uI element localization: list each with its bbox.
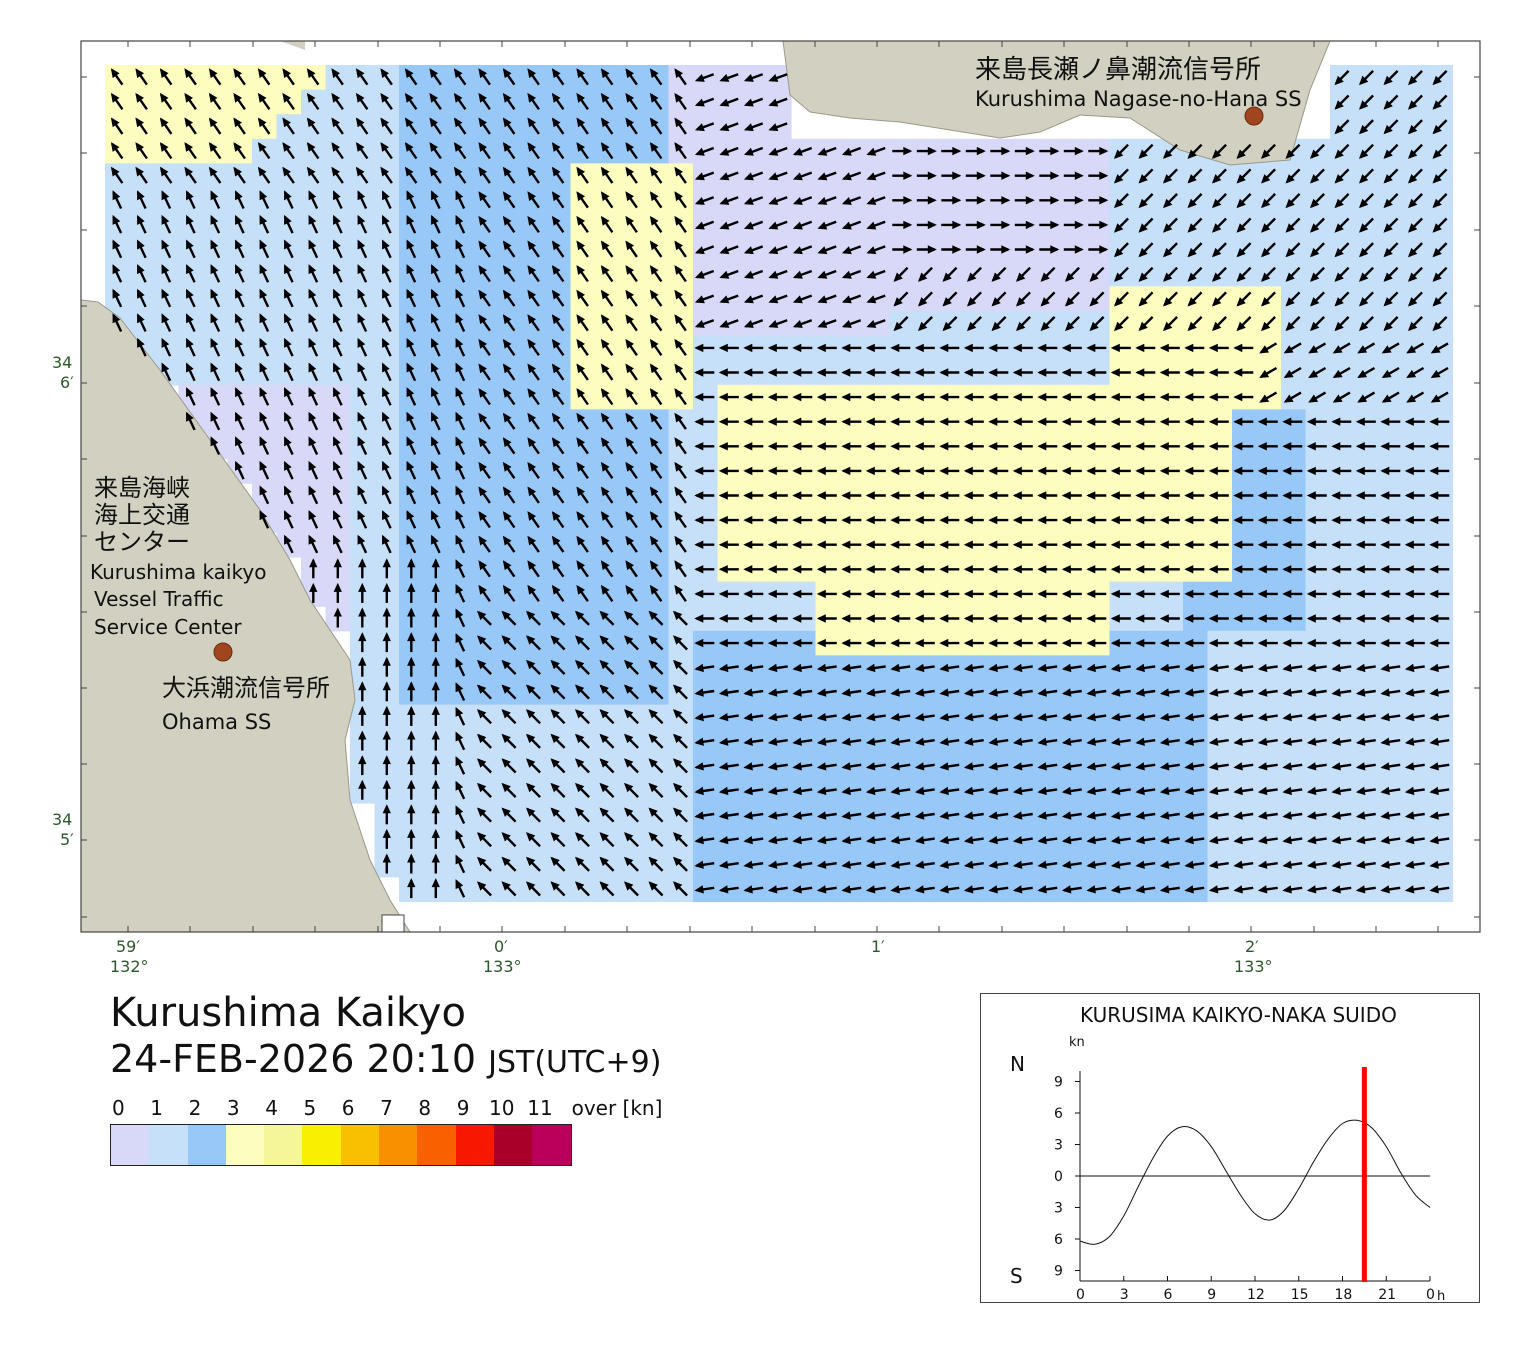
legend-tick-label: 4 bbox=[265, 1096, 278, 1120]
place-title: Kurushima Kaikyo bbox=[110, 990, 466, 1036]
vts-label-en-2: Vessel Traffic bbox=[94, 587, 224, 611]
timezone: JST(UTC+9) bbox=[488, 1045, 662, 1080]
lon-label-2-min: 2′ bbox=[1245, 937, 1259, 956]
legend-tick-label: 1 bbox=[150, 1096, 164, 1120]
legend-labels: 0 1 2 3 4 5 6 7 8 9 10 11 over [kn] bbox=[110, 1096, 670, 1120]
lon-label-59-deg: 132° bbox=[110, 957, 149, 976]
legend-tick-label: 10 bbox=[489, 1096, 515, 1120]
legend-tick-label: 0 bbox=[112, 1096, 125, 1120]
legend-tick-label: 7 bbox=[380, 1096, 393, 1120]
vts-label-en-3: Service Center bbox=[94, 615, 242, 639]
lat-label-5-deg: 34 bbox=[52, 810, 72, 829]
lon-label-59-min: 59′ bbox=[116, 937, 140, 956]
datetime: 24-FEB-2026 20:10 bbox=[110, 1037, 477, 1081]
legend-tick-label: 5 bbox=[303, 1096, 317, 1120]
current-map: 来島長瀬ノ鼻潮流信号所 Kurushima Nagase-no-Hana SS … bbox=[52, 40, 1481, 976]
legend-tick-label: 6 bbox=[341, 1096, 355, 1120]
station-label-nagase-en: Kurushima Nagase-no-Hana SS bbox=[975, 87, 1302, 111]
station-label-ohama-en: Ohama SS bbox=[162, 710, 271, 734]
lon-label-0-min: 0′ bbox=[494, 937, 508, 956]
pier bbox=[381, 914, 405, 932]
vts-label-ja-1: 来島海峡 bbox=[94, 474, 190, 502]
lon-label-2-deg: 133° bbox=[1234, 957, 1273, 976]
station-label-nagase-ja: 来島長瀬ノ鼻潮流信号所 bbox=[975, 55, 1261, 85]
lon-label-1-min: 1′ bbox=[871, 937, 885, 956]
lon-label-0-deg: 133° bbox=[483, 957, 522, 976]
title-block: Kurushima Kaikyo 24-FEB-2026 20:10 JST(U… bbox=[110, 990, 661, 1086]
speed-legend: 0 1 2 3 4 5 6 7 8 9 10 11 over [kn] bbox=[110, 1096, 670, 1168]
legend-tick-label: 9 bbox=[456, 1096, 470, 1120]
station-label-ohama-ja: 大浜潮流信号所 bbox=[162, 674, 330, 702]
lat-label-6-deg: 34 bbox=[52, 353, 72, 372]
station-marker-ohama bbox=[213, 642, 233, 662]
vts-label-ja-2: 海上交通 bbox=[94, 501, 190, 529]
vts-label-ja-3: センター bbox=[94, 528, 190, 556]
lat-label-5-min: 5′ bbox=[60, 830, 74, 849]
lat-label-6-min: 6′ bbox=[60, 373, 74, 392]
vts-label-en-1: Kurushima kaikyo bbox=[90, 560, 266, 584]
legend-tick-label: 3 bbox=[226, 1096, 240, 1120]
legend-tick-label: 2 bbox=[188, 1096, 202, 1120]
legend-tick-label: 8 bbox=[418, 1096, 432, 1120]
datetime-line: 24-FEB-2026 20:10 JST(UTC+9) bbox=[110, 1036, 661, 1086]
